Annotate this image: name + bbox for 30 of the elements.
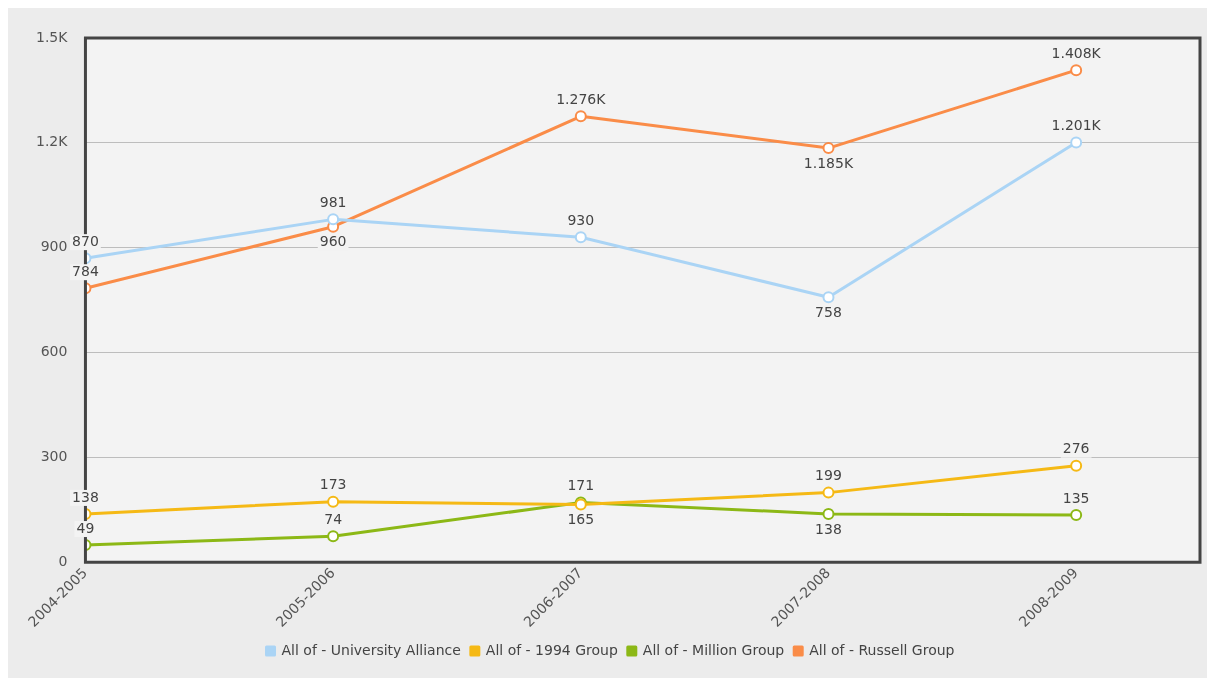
y-tick-label: 0 [58,552,68,569]
data-label: 784 [72,262,99,279]
legend-label: All of - 1994 Group [485,641,618,658]
y-tick-label: 300 [40,447,68,464]
data-label: 1.276K [556,90,607,107]
data-label: 960 [319,233,347,250]
data-label: 173 [319,476,347,493]
data-label: 138 [815,520,842,537]
data-label: 171 [567,477,595,494]
data-label: 165 [567,511,595,528]
legend-label: All of - Million Group [642,641,785,658]
data-label: 1.201K [1051,117,1102,134]
data-label: 930 [567,211,595,228]
data-label: 1.408K [1051,44,1102,61]
data-label: 49 [76,519,95,536]
legend-label: All of - University Alliance [281,641,461,658]
y-tick-label: 600 [40,343,68,360]
y-tick-label: 1.5K [35,28,69,45]
data-label: 1.185K [803,154,854,171]
y-tick-label: 900 [40,238,68,255]
data-label: 135 [1062,489,1090,506]
data-label: 758 [815,303,842,320]
data-label: 138 [72,488,99,505]
y-tick-label: 1.2K [35,133,69,150]
data-label: 74 [324,510,343,527]
data-label: 276 [1062,440,1090,457]
legend-label: All of - Russell Group [809,641,955,658]
data-label: 981 [319,194,347,210]
data-label: 199 [815,467,842,484]
data-label: 870 [72,232,99,249]
